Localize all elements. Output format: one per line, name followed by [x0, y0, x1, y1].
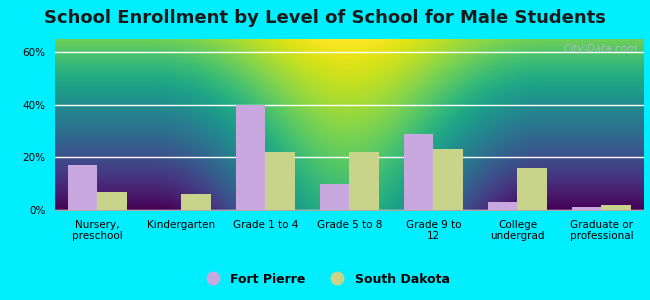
Bar: [601, 205, 631, 210]
Bar: [517, 168, 547, 210]
Bar: [98, 192, 127, 210]
Bar: [236, 105, 265, 210]
Bar: [68, 165, 98, 210]
Bar: [265, 152, 294, 210]
Bar: [572, 207, 601, 210]
Text: School Enrollment by Level of School for Male Students: School Enrollment by Level of School for…: [44, 9, 606, 27]
Bar: [350, 152, 379, 210]
Bar: [181, 194, 211, 210]
Text: City-Data.com: City-Data.com: [564, 44, 638, 54]
Legend: Fort Pierre, South Dakota: Fort Pierre, South Dakota: [196, 268, 454, 291]
Bar: [488, 202, 517, 210]
Bar: [404, 134, 434, 210]
Bar: [320, 184, 350, 210]
Bar: [434, 149, 463, 210]
